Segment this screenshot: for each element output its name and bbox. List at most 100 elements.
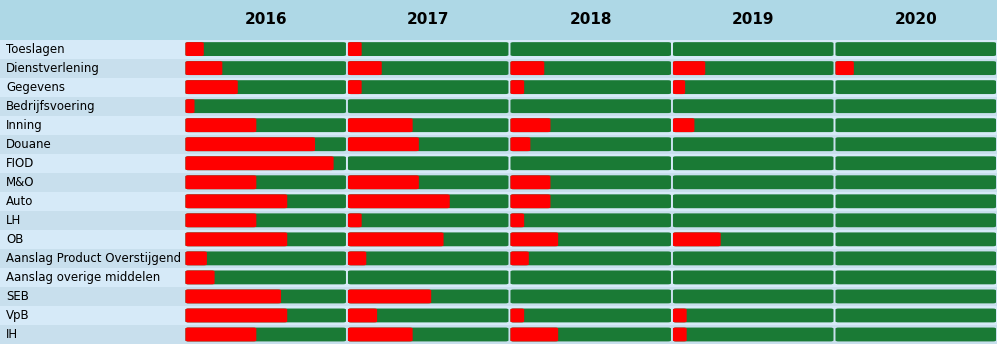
- FancyBboxPatch shape: [673, 80, 833, 94]
- FancyBboxPatch shape: [510, 194, 550, 208]
- FancyBboxPatch shape: [673, 327, 687, 341]
- FancyBboxPatch shape: [185, 213, 256, 227]
- FancyBboxPatch shape: [185, 327, 256, 341]
- FancyBboxPatch shape: [185, 251, 346, 265]
- FancyBboxPatch shape: [835, 61, 996, 75]
- FancyBboxPatch shape: [835, 61, 853, 75]
- FancyBboxPatch shape: [0, 78, 997, 97]
- Text: VpB: VpB: [6, 309, 30, 322]
- FancyBboxPatch shape: [835, 327, 996, 341]
- FancyBboxPatch shape: [348, 309, 508, 322]
- FancyBboxPatch shape: [673, 175, 833, 189]
- FancyBboxPatch shape: [185, 99, 346, 113]
- FancyBboxPatch shape: [510, 118, 671, 132]
- FancyBboxPatch shape: [510, 309, 524, 322]
- FancyBboxPatch shape: [0, 58, 997, 78]
- Text: OB: OB: [6, 233, 23, 246]
- FancyBboxPatch shape: [673, 213, 833, 227]
- FancyBboxPatch shape: [348, 118, 413, 132]
- FancyBboxPatch shape: [348, 61, 508, 75]
- FancyBboxPatch shape: [835, 270, 996, 284]
- FancyBboxPatch shape: [348, 251, 508, 265]
- FancyBboxPatch shape: [348, 194, 450, 208]
- FancyBboxPatch shape: [0, 287, 997, 306]
- Text: Douane: Douane: [6, 138, 52, 151]
- FancyBboxPatch shape: [185, 99, 194, 113]
- FancyBboxPatch shape: [348, 194, 508, 208]
- FancyBboxPatch shape: [510, 137, 671, 151]
- FancyBboxPatch shape: [348, 118, 508, 132]
- FancyBboxPatch shape: [185, 290, 281, 303]
- FancyBboxPatch shape: [348, 137, 508, 151]
- FancyBboxPatch shape: [185, 270, 214, 284]
- Text: IH: IH: [6, 328, 18, 341]
- FancyBboxPatch shape: [835, 80, 996, 94]
- FancyBboxPatch shape: [510, 251, 671, 265]
- Text: Auto: Auto: [6, 195, 33, 208]
- FancyBboxPatch shape: [185, 61, 222, 75]
- FancyBboxPatch shape: [510, 118, 550, 132]
- FancyBboxPatch shape: [835, 309, 996, 322]
- FancyBboxPatch shape: [185, 327, 346, 341]
- FancyBboxPatch shape: [185, 42, 346, 56]
- FancyBboxPatch shape: [185, 309, 346, 322]
- Text: Gegevens: Gegevens: [6, 80, 65, 94]
- FancyBboxPatch shape: [348, 213, 508, 227]
- Text: FIOD: FIOD: [6, 157, 34, 170]
- FancyBboxPatch shape: [348, 156, 508, 170]
- FancyBboxPatch shape: [348, 327, 508, 341]
- FancyBboxPatch shape: [348, 42, 362, 56]
- FancyBboxPatch shape: [510, 42, 671, 56]
- FancyBboxPatch shape: [185, 118, 346, 132]
- FancyBboxPatch shape: [348, 80, 508, 94]
- FancyBboxPatch shape: [835, 42, 996, 56]
- FancyBboxPatch shape: [510, 194, 671, 208]
- FancyBboxPatch shape: [510, 175, 671, 189]
- Text: 2017: 2017: [407, 12, 450, 27]
- FancyBboxPatch shape: [185, 233, 346, 246]
- FancyBboxPatch shape: [835, 118, 996, 132]
- FancyBboxPatch shape: [185, 213, 346, 227]
- FancyBboxPatch shape: [185, 61, 346, 75]
- FancyBboxPatch shape: [348, 309, 377, 322]
- FancyBboxPatch shape: [348, 137, 419, 151]
- FancyBboxPatch shape: [510, 80, 524, 94]
- Text: 2018: 2018: [569, 12, 612, 27]
- FancyBboxPatch shape: [348, 270, 508, 284]
- FancyBboxPatch shape: [835, 194, 996, 208]
- FancyBboxPatch shape: [835, 156, 996, 170]
- FancyBboxPatch shape: [0, 192, 997, 211]
- FancyBboxPatch shape: [0, 230, 997, 249]
- FancyBboxPatch shape: [673, 233, 721, 246]
- FancyBboxPatch shape: [348, 213, 362, 227]
- FancyBboxPatch shape: [510, 251, 528, 265]
- FancyBboxPatch shape: [348, 233, 508, 246]
- FancyBboxPatch shape: [348, 42, 508, 56]
- FancyBboxPatch shape: [0, 173, 997, 192]
- FancyBboxPatch shape: [185, 309, 287, 322]
- FancyBboxPatch shape: [673, 327, 833, 341]
- FancyBboxPatch shape: [185, 175, 256, 189]
- FancyBboxPatch shape: [0, 97, 997, 116]
- FancyBboxPatch shape: [185, 156, 346, 170]
- FancyBboxPatch shape: [673, 156, 833, 170]
- Text: Toeslagen: Toeslagen: [6, 43, 65, 56]
- Text: Bedrijfsvoering: Bedrijfsvoering: [6, 100, 96, 112]
- FancyBboxPatch shape: [673, 61, 705, 75]
- FancyBboxPatch shape: [673, 270, 833, 284]
- FancyBboxPatch shape: [0, 135, 997, 154]
- FancyBboxPatch shape: [673, 290, 833, 303]
- Text: Inning: Inning: [6, 119, 43, 132]
- FancyBboxPatch shape: [510, 270, 671, 284]
- FancyBboxPatch shape: [185, 194, 346, 208]
- FancyBboxPatch shape: [0, 0, 997, 40]
- FancyBboxPatch shape: [0, 154, 997, 173]
- FancyBboxPatch shape: [348, 327, 413, 341]
- FancyBboxPatch shape: [0, 268, 997, 287]
- FancyBboxPatch shape: [185, 194, 287, 208]
- FancyBboxPatch shape: [835, 251, 996, 265]
- Text: M&O: M&O: [6, 176, 35, 189]
- FancyBboxPatch shape: [510, 99, 671, 113]
- FancyBboxPatch shape: [185, 290, 346, 303]
- FancyBboxPatch shape: [348, 175, 508, 189]
